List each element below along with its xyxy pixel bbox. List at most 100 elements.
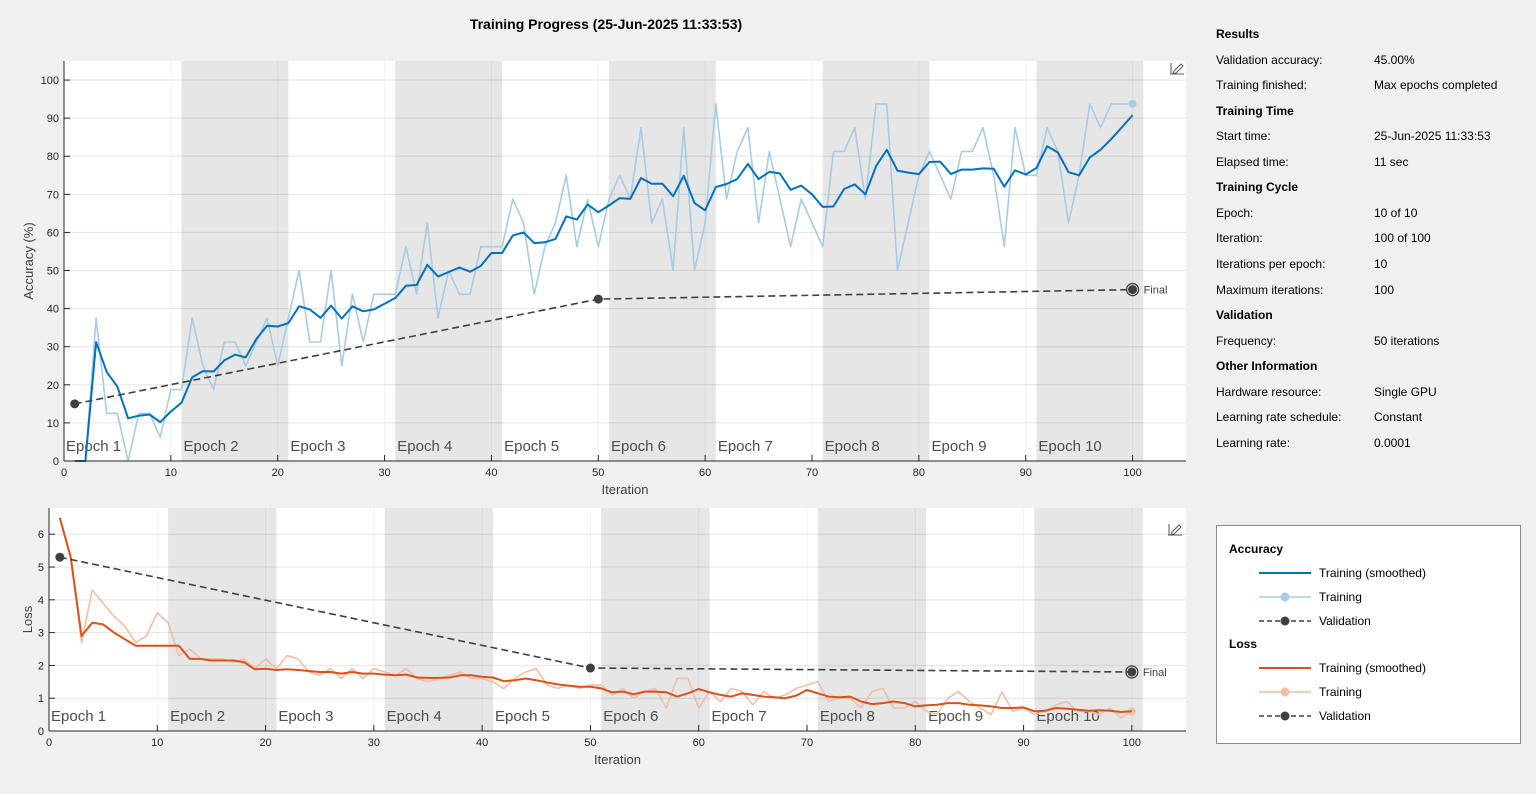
results-value: 100 of 100: [1374, 231, 1431, 246]
results-section-title: Other Information: [1216, 359, 1318, 374]
x-tick-label: 30: [368, 737, 380, 749]
results-row: Validation accuracy: 45.00%: [1216, 48, 1526, 74]
epoch-label: Epoch 7: [712, 708, 767, 725]
results-section-title: Training Time: [1216, 103, 1294, 118]
results-row: Iteration: 100 of 100: [1216, 226, 1526, 252]
validation-point: [70, 399, 80, 409]
x-axis-label: Iteration: [602, 482, 649, 497]
series-line-raw: [74, 103, 1133, 462]
legend-item[interactable]: Training (smoothed): [1257, 658, 1507, 678]
epoch-band: [601, 508, 710, 731]
pencil-axes-icon[interactable]: [1168, 59, 1186, 77]
y-tick-label: 30: [47, 342, 59, 354]
y-tick-label: 70: [47, 189, 59, 201]
loss-chart[interactable]: Epoch 1 Epoch 2 Epoch 3 Epoch 4 Epoch 5 Epoch…: [0, 0, 1200, 794]
epoch-label: Epoch 5: [495, 708, 550, 725]
results-value: 100: [1374, 282, 1395, 297]
y-tick-label: 60: [47, 227, 59, 239]
epoch-label: Epoch 4: [397, 438, 452, 455]
results-key: Frequency:: [1216, 333, 1277, 348]
epoch-label: Epoch 1: [66, 438, 121, 455]
results-key: Epoch:: [1216, 205, 1254, 220]
results-row: Elapsed time: 11 sec: [1216, 150, 1526, 176]
legend-item-label: Training: [1319, 685, 1362, 699]
results-value: 50 iterations: [1374, 333, 1440, 348]
legend-item[interactable]: Validation: [1257, 611, 1507, 631]
x-tick-label: 10: [151, 737, 163, 749]
legend-swatch-icon: [1259, 616, 1311, 626]
x-tick-label: 100: [1123, 467, 1141, 479]
y-tick-label: 80: [47, 151, 59, 163]
validation-point-ring: [1125, 282, 1140, 297]
y-axis-label: Accuracy (%): [21, 222, 36, 299]
validation-point: [1128, 285, 1138, 295]
epoch-label: Epoch 1: [51, 708, 106, 725]
legend-item[interactable]: Training (smoothed): [1257, 563, 1507, 583]
results-row: Learning rate schedule: Constant: [1216, 405, 1526, 431]
results-section-title: Training Cycle: [1216, 180, 1299, 195]
final-label: Final: [1144, 285, 1168, 297]
y-tick-label: 0: [38, 726, 44, 738]
epoch-label: Epoch 4: [387, 708, 442, 725]
legend-swatch-icon: [1259, 572, 1311, 574]
x-tick-label: 10: [165, 467, 177, 479]
final-label: Final: [1143, 667, 1167, 679]
epoch-band: [822, 61, 930, 461]
x-tick-label: 50: [592, 467, 604, 479]
results-row: Learning rate: 0.0001: [1216, 431, 1526, 457]
epoch-label: Epoch 5: [504, 438, 559, 455]
y-tick-label: 100: [41, 75, 59, 87]
y-tick-label: 50: [47, 266, 59, 278]
epoch-label: Epoch 3: [290, 438, 345, 455]
results-value: 25-Jun-2025 11:33:53: [1374, 129, 1491, 144]
results-key: Elapsed time:: [1216, 154, 1289, 169]
legend-item-label: Training: [1319, 590, 1362, 604]
results-key: Validation accuracy:: [1216, 52, 1323, 67]
results-row: Frequency: 50 iterations: [1216, 329, 1526, 355]
validation-point-ring: [1125, 665, 1139, 679]
legend-item-label: Training (smoothed): [1319, 661, 1426, 675]
epoch-label: Epoch 10: [1036, 708, 1099, 725]
results-key: Maximum iterations:: [1216, 282, 1324, 297]
epoch-label: Epoch 2: [184, 438, 239, 455]
epoch-label: Epoch 6: [611, 438, 666, 455]
results-value: 10 of 10: [1374, 205, 1418, 220]
results-value: 45.00%: [1374, 52, 1415, 67]
series-line-smoothed: [58, 517, 1132, 713]
x-tick-label: 40: [485, 467, 497, 479]
epoch-band: [608, 61, 716, 461]
legend-item-label: Validation: [1319, 614, 1371, 628]
series-line-smoothed: [74, 114, 1134, 462]
results-value: Single GPU: [1374, 384, 1437, 399]
x-tick-label: 70: [801, 737, 813, 749]
results-section-title: Results: [1216, 27, 1260, 41]
results-key: Training finished:: [1216, 78, 1307, 93]
y-tick-label: 5: [38, 562, 44, 574]
legend-item[interactable]: Validation: [1257, 706, 1507, 726]
results-row: Iterations per epoch: 10: [1216, 252, 1526, 278]
legend-item[interactable]: Training: [1257, 587, 1507, 607]
legend-item[interactable]: Training: [1257, 682, 1507, 702]
y-tick-label: 10: [47, 418, 59, 430]
legend-swatch-icon: [1259, 711, 1311, 721]
epoch-label: Epoch 3: [278, 708, 333, 725]
x-tick-label: 30: [378, 467, 390, 479]
x-tick-label: 20: [259, 737, 271, 749]
results-key: Iterations per epoch:: [1216, 257, 1326, 272]
results-row: Hardware resource: Single GPU: [1216, 380, 1526, 406]
x-tick-label: 80: [913, 467, 925, 479]
x-tick-label: 70: [806, 467, 818, 479]
x-tick-label: 50: [584, 737, 596, 749]
accuracy-chart[interactable]: Epoch 1 Epoch 2 Epoch 3 Epoch 4 Epoch 5 Epoch…: [0, 0, 1200, 500]
epoch-label: Epoch 8: [825, 438, 880, 455]
epoch-label: Epoch 10: [1038, 438, 1101, 455]
epoch-label: Epoch 8: [820, 708, 875, 725]
y-tick-label: 3: [38, 628, 44, 640]
epoch-band: [384, 508, 493, 731]
results-row: Start time: 25-Jun-2025 11:33:53: [1216, 124, 1526, 150]
chart-title: Training Progress (25-Jun-2025 11:33:53): [469, 16, 743, 32]
y-tick-label: 1: [38, 693, 44, 705]
y-tick-label: 0: [53, 456, 59, 468]
epoch-band: [168, 508, 277, 731]
pencil-axes-icon[interactable]: [1166, 520, 1184, 538]
